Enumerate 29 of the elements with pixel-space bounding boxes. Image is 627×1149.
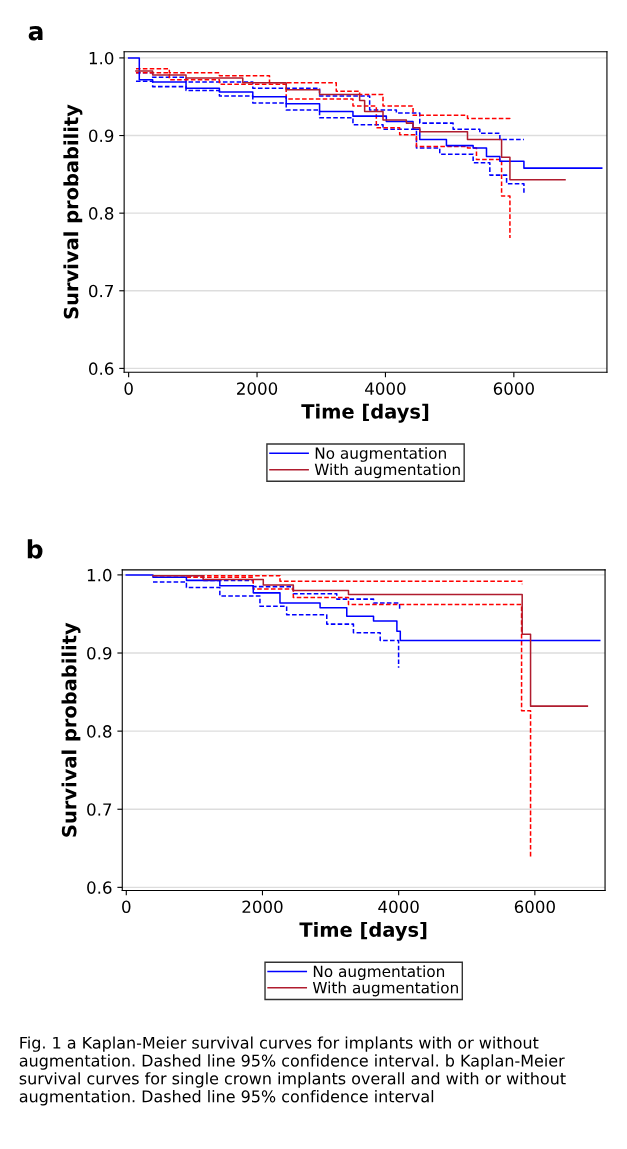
legend-label: No augmentation [313,965,445,981]
x-tick-label: 0 [124,382,133,395]
legend-label: With augmentation [312,981,458,997]
x-tick-label: 4000 [378,900,419,914]
y-tick-label: 0.8 [87,725,112,738]
y-tick-label: 0.7 [87,803,112,816]
x-axis-title: Time [days] [299,921,427,941]
x-axis-title: Time [days] [301,403,429,423]
y-tick-label: 0.9 [89,129,114,143]
x-tick-label: 4000 [365,382,406,395]
x-tick-label: 6000 [493,382,534,395]
x-tick-label: 2000 [242,900,283,914]
y-tick-label: 1.0 [87,568,112,582]
chart-title: a [28,26,43,41]
chart-title: b [27,539,43,559]
x-tick-label: 0 [122,900,131,914]
y-axis-title: Survival probability [61,622,81,837]
y-tick-label: 0.8 [89,207,114,220]
x-tick-label: 2000 [237,382,278,395]
legend-label: No augmentation [315,447,446,462]
y-tick-label: 0.6 [89,362,114,375]
y-tick-label: 1.0 [89,51,114,65]
y-tick-label: 0.7 [89,284,113,298]
y-axis-title: Survival probability [63,104,83,319]
legend-label: With augmentation [314,463,460,479]
y-tick-label: 0.9 [87,646,112,660]
y-tick-label: 0.6 [87,881,112,894]
caption: Fig. 1 a Kaplan-Meier survival curves for implants with or without augmentation. Dashed line 95% confidence interval. b Kaplan-Meier survival curves for single crown implants overall and with or without augmentation. Dashed line 95% confidence interval [19,1036,566,1106]
x-tick-label: 6000 [514,900,555,914]
